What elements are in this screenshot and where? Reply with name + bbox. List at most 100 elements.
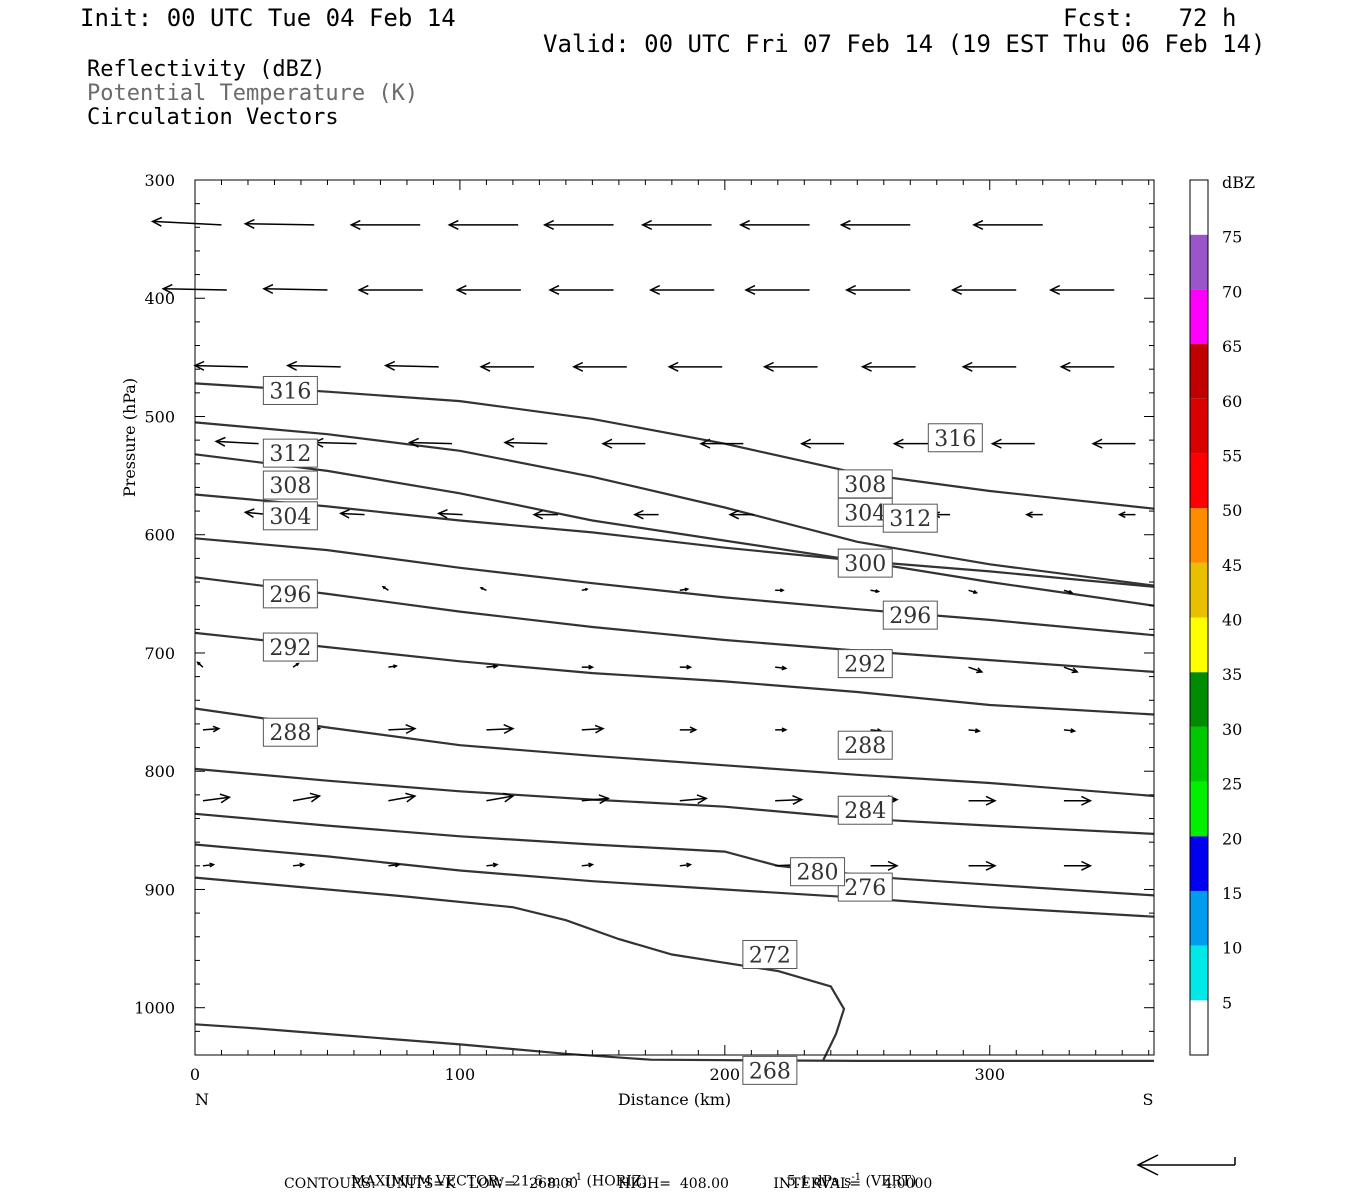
vector-head — [405, 792, 417, 803]
circulation-vector — [581, 587, 589, 592]
vector-head — [696, 794, 709, 805]
contour-label-308: 308 — [837, 469, 893, 499]
vector-shaft — [775, 798, 802, 802]
circulation-vector — [388, 792, 417, 803]
colorbar-label: 5 — [1222, 993, 1232, 1012]
vector-head — [262, 283, 274, 294]
vector-head — [699, 438, 711, 449]
circulation-vector — [775, 665, 788, 671]
circulation-vector — [202, 862, 216, 868]
contour-label-box — [262, 501, 318, 531]
contour-label-288: 288 — [262, 717, 318, 747]
circulation-vector — [532, 509, 558, 520]
contour-label-272: 272 — [742, 939, 798, 969]
max-vector-horiz: MAXIMUM VECTOR: 21.6 m s — [350, 1173, 573, 1190]
circulation-vector — [388, 724, 417, 735]
max-vector-caption: MAXIMUM VECTOR: 21.6 m s-1 (HORIZ) — [342, 1156, 647, 1190]
circulation-vector — [968, 589, 979, 594]
contour-label-276: 276 — [837, 872, 893, 902]
vector-shaft — [314, 441, 357, 445]
contour-label-292: 292 — [837, 649, 893, 679]
circulation-vector — [1063, 860, 1093, 871]
vector-head — [961, 361, 973, 372]
contour-label-text: 284 — [844, 799, 886, 824]
vector-head — [667, 361, 679, 372]
contour-label-296: 296 — [882, 600, 938, 630]
circulation-vector — [762, 361, 818, 372]
isentrope-contours — [194, 382, 1155, 1063]
contour-label-text: 280 — [797, 861, 839, 886]
contour-label-text: 308 — [269, 474, 311, 499]
isentrope-284 — [194, 767, 1155, 835]
isentrope-304 — [194, 493, 1155, 588]
vector-head — [243, 218, 255, 229]
vector-head — [243, 508, 255, 518]
circulation-vector — [870, 860, 899, 871]
vector-shaft — [216, 440, 259, 445]
colorbar-cell — [1190, 890, 1208, 946]
y-tick-label: 600 — [144, 526, 175, 545]
circulation-vector — [1063, 589, 1074, 594]
vector-head — [447, 219, 459, 230]
vector-head — [381, 585, 386, 590]
contour-label-288: 288 — [837, 730, 893, 760]
contour-label-text: 316 — [934, 427, 976, 452]
contour-label-text: 312 — [889, 507, 931, 532]
circulation-vector — [581, 664, 595, 670]
y-tick-label: 400 — [144, 289, 175, 308]
contour-label-292: 292 — [262, 632, 318, 662]
isentrope-288 — [194, 707, 1155, 798]
vector-head — [584, 587, 589, 592]
x-end-label: S — [1143, 1090, 1154, 1109]
vector-shaft — [438, 512, 463, 516]
vector-head — [887, 860, 899, 871]
vector-head — [684, 587, 690, 592]
x-axis-title: Distance (km) — [618, 1090, 731, 1109]
isentrope-316 — [194, 382, 1155, 510]
vector-head — [588, 862, 595, 868]
circulation-vector — [679, 794, 709, 805]
vector-head — [1091, 438, 1103, 449]
vector-head — [492, 862, 499, 868]
vector-shaft — [486, 795, 514, 802]
vector-head — [1081, 795, 1093, 806]
vector-shaft — [486, 727, 513, 731]
vector-shaft — [388, 727, 415, 731]
max-vector-key — [1136, 1154, 1236, 1176]
circulation-vector — [214, 436, 259, 447]
vector-head — [686, 664, 693, 670]
circulation-vector — [193, 360, 249, 371]
circulation-vector — [950, 284, 1017, 295]
circulation-vector — [486, 792, 515, 803]
circulation-vector — [968, 860, 997, 871]
vector-head — [1117, 511, 1126, 519]
vector-head — [844, 284, 857, 295]
init-time: Init: 00 UTC Tue 04 Feb 14 — [80, 4, 456, 32]
circulation-vector — [744, 284, 810, 295]
contour-label-300: 300 — [837, 548, 893, 578]
circulation-vector — [961, 361, 1017, 372]
contour-label-268: 268 — [742, 1055, 798, 1085]
y-tick-label: 500 — [144, 407, 175, 426]
colorbar-cell — [1190, 945, 1208, 1001]
vector-head — [219, 793, 232, 804]
circulation-vector — [1117, 511, 1136, 519]
vector-head — [799, 438, 812, 449]
circulation-vector — [349, 219, 421, 230]
vector-shaft — [245, 223, 315, 226]
vector-head — [285, 360, 298, 371]
vector-head — [972, 219, 984, 230]
circulation-vector — [381, 585, 389, 591]
contour-label-box — [927, 423, 983, 453]
contour-label-box — [837, 649, 893, 679]
colorbar-label: 40 — [1222, 611, 1242, 630]
isentrope-276 — [194, 843, 1155, 918]
circulation-vector — [775, 795, 804, 805]
vector-shaft — [581, 727, 604, 731]
isentrope-272 — [194, 876, 846, 1062]
vector-head — [548, 284, 560, 295]
circulation-vector — [581, 794, 611, 805]
circulation-vector — [357, 284, 423, 295]
vector-head — [503, 792, 515, 803]
